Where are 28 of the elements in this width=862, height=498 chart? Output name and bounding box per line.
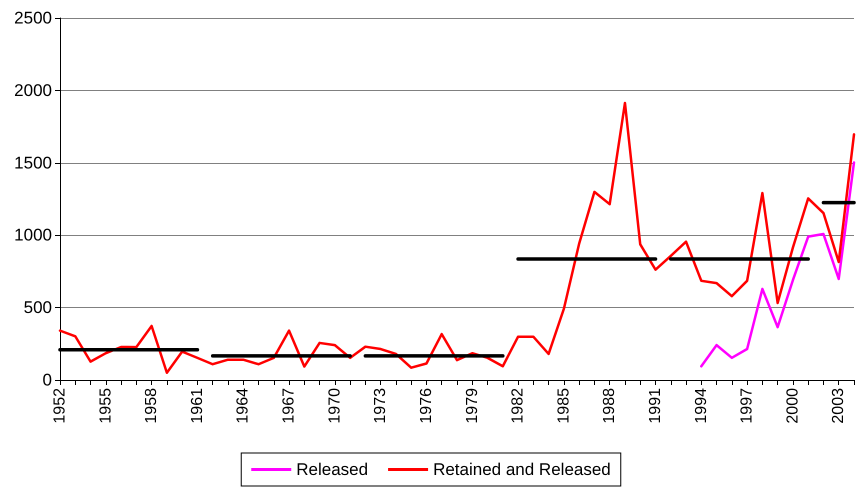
x-tick-label: 1997 xyxy=(738,388,756,424)
line-series xyxy=(58,102,856,374)
x-tick-label: 1970 xyxy=(326,388,344,424)
x-tick-label: 1979 xyxy=(464,388,481,424)
x-tick-label: 1994 xyxy=(692,388,710,424)
x-tick-label: 1991 xyxy=(647,388,664,424)
x-tick-label: 1985 xyxy=(555,388,572,424)
x-tick-label: 1955 xyxy=(97,388,114,424)
y-tick-label: 500 xyxy=(24,298,52,318)
x-tick-label: 2003 xyxy=(830,388,848,424)
x-tick-label: 1967 xyxy=(280,388,298,424)
x-tick-label: 1976 xyxy=(418,388,435,424)
x-tick-label: 1961 xyxy=(188,388,206,424)
legend-label: Released xyxy=(296,460,368,479)
y-tick-label: 1500 xyxy=(14,153,52,172)
x-tick-label: 1952 xyxy=(52,388,68,424)
y-tick-label: 2000 xyxy=(14,80,52,100)
x-tick-label: 2000 xyxy=(784,388,802,424)
legend-label: Retained and Released xyxy=(433,460,611,479)
x-tick-label: 1958 xyxy=(143,388,160,424)
y-tick-label: 2500 xyxy=(14,8,52,28)
y-tick-label: 0 xyxy=(42,370,52,390)
y-tick-label: 1000 xyxy=(14,226,52,245)
x-tick-label: 1982 xyxy=(510,388,527,424)
x-tick-label: 1964 xyxy=(234,388,252,424)
x-tick-label: 1988 xyxy=(601,388,618,424)
line-series xyxy=(700,161,856,368)
x-tick-label: 1973 xyxy=(372,388,390,424)
